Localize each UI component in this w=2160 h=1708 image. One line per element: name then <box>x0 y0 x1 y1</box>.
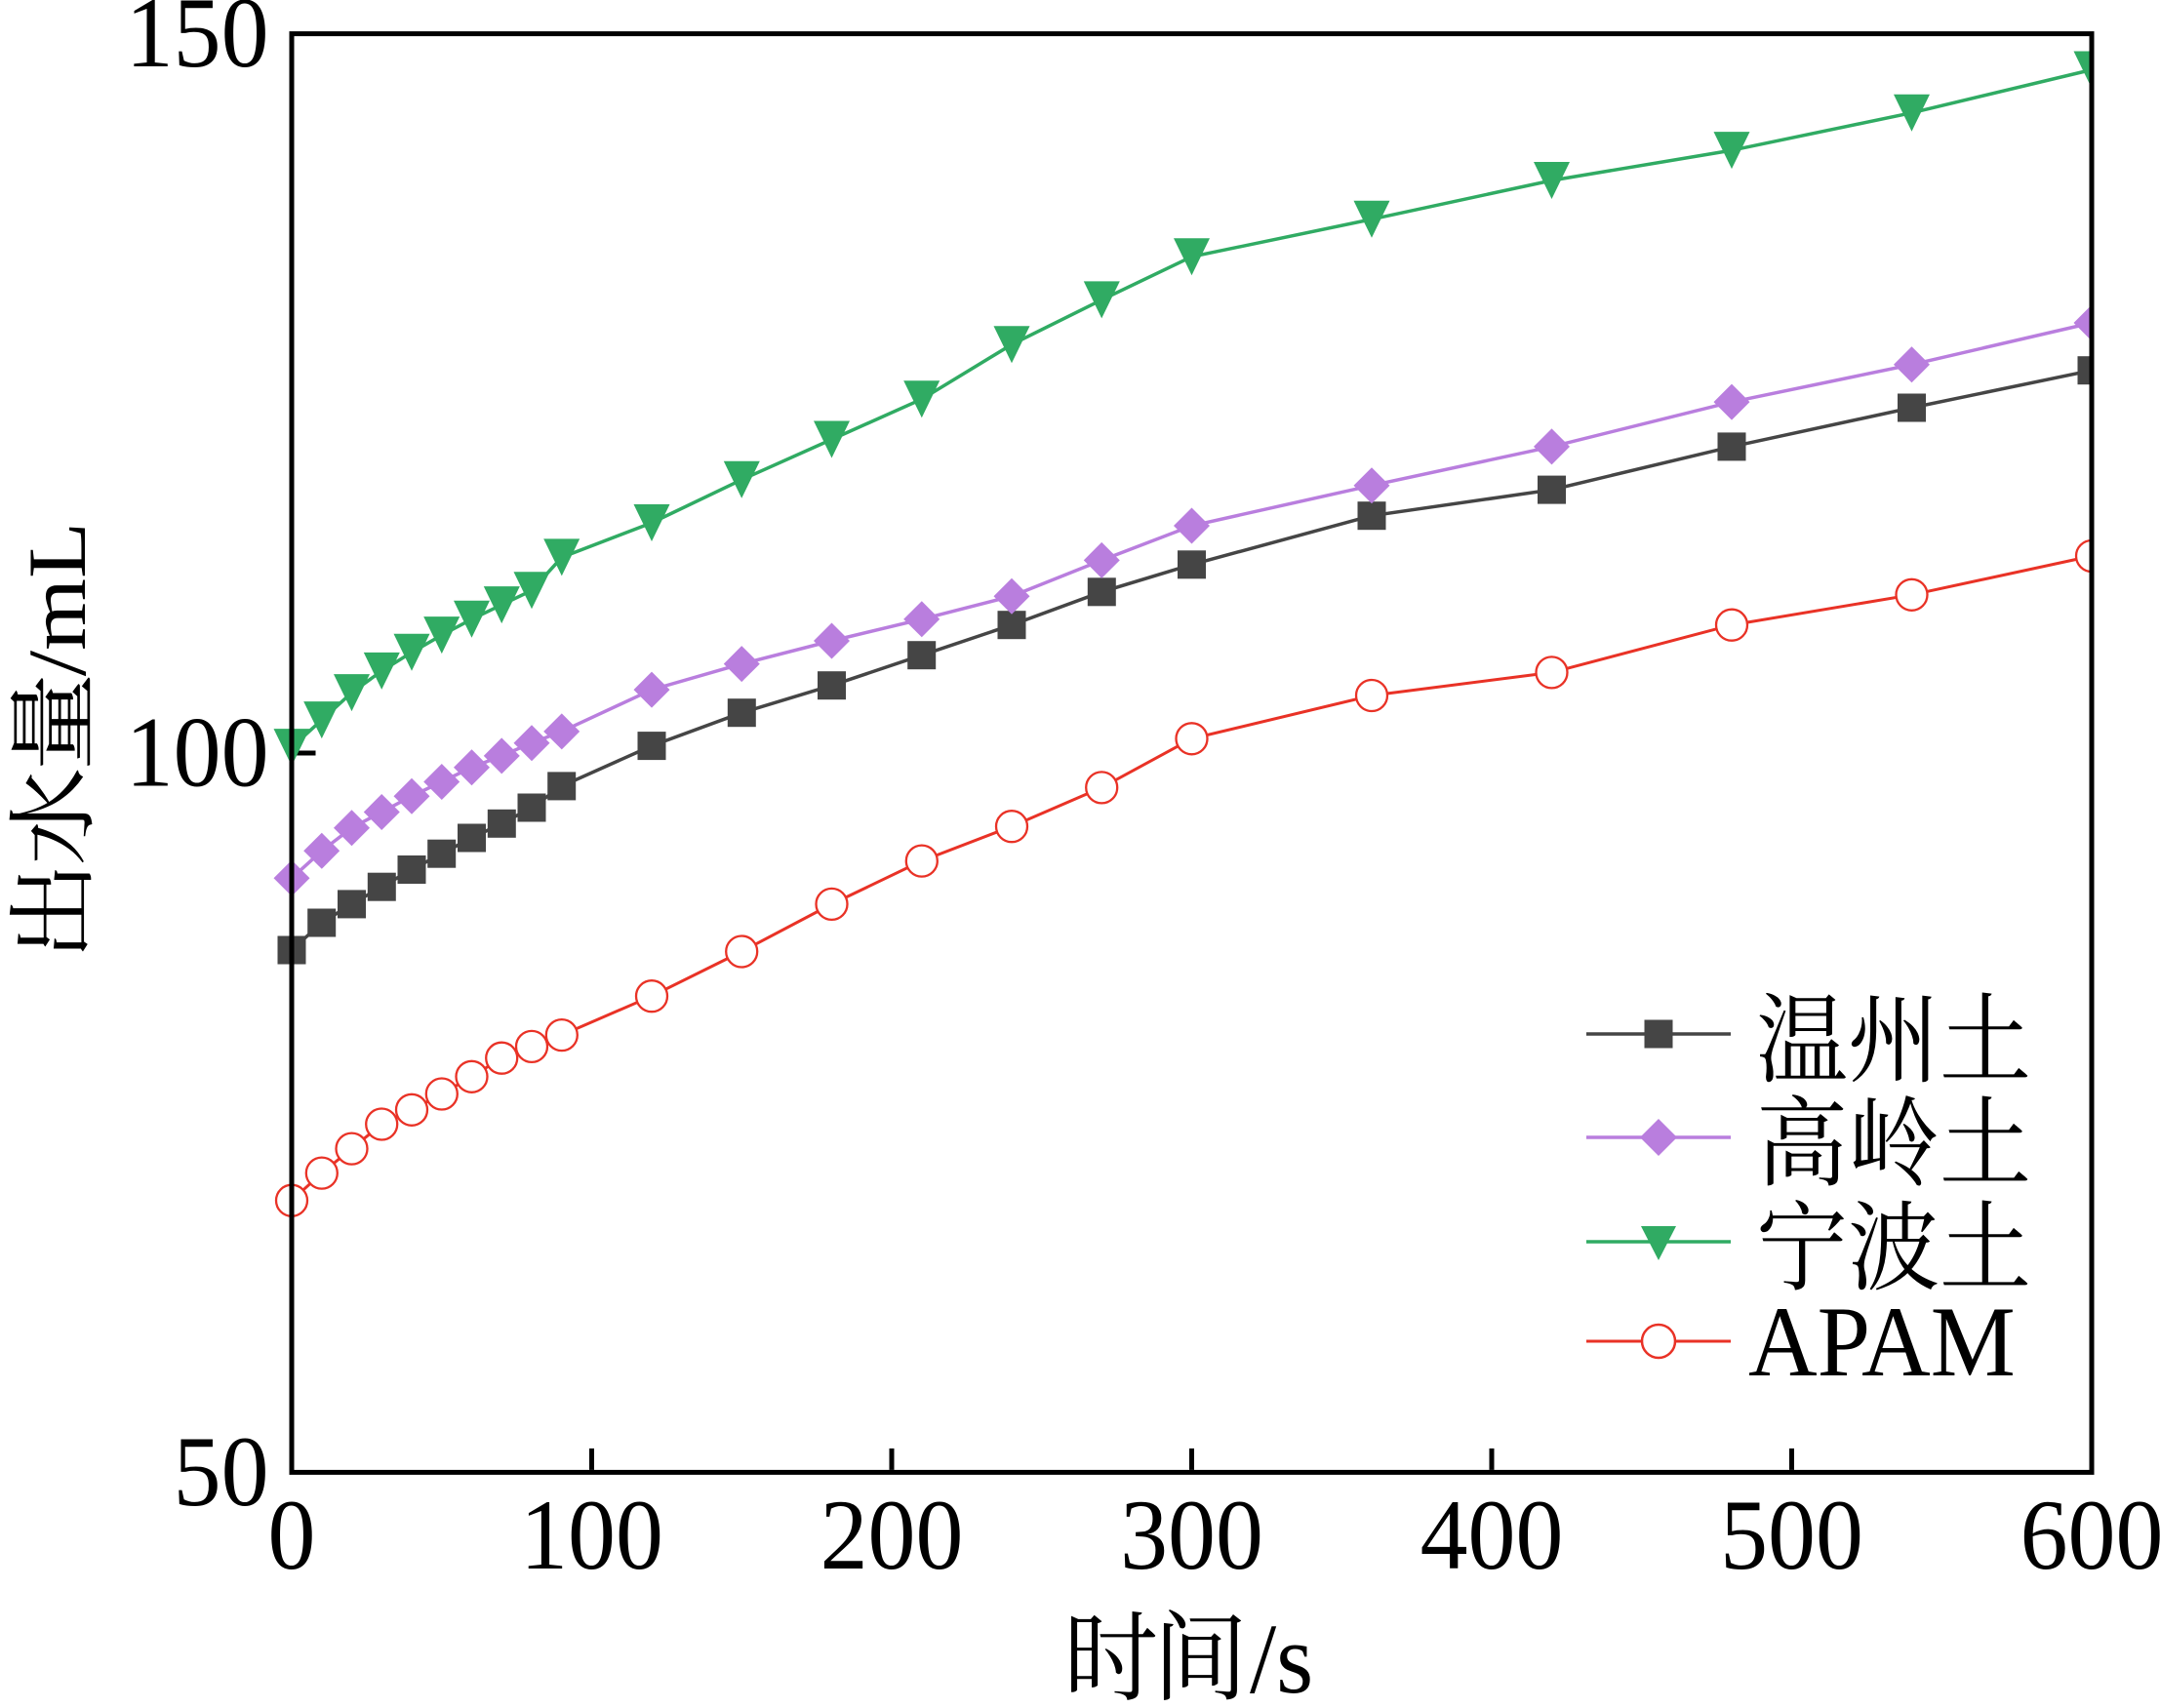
svg-text:0: 0 <box>268 1479 316 1591</box>
svg-text:400: 400 <box>1420 1479 1564 1591</box>
svg-text:150: 150 <box>126 0 269 89</box>
svg-text:500: 500 <box>1720 1479 1863 1591</box>
svg-text:200: 200 <box>820 1479 964 1591</box>
svg-text:300: 300 <box>1120 1479 1263 1591</box>
svg-text:600: 600 <box>2020 1479 2160 1591</box>
svg-text:50: 50 <box>174 1415 269 1528</box>
svg-text:/s: /s <box>1250 1603 1313 1708</box>
svg-text:/mL: /mL <box>13 522 103 676</box>
svg-text:100: 100 <box>520 1479 663 1591</box>
svg-text:100: 100 <box>126 695 269 808</box>
svg-text:APAM: APAM <box>1748 1286 2016 1398</box>
